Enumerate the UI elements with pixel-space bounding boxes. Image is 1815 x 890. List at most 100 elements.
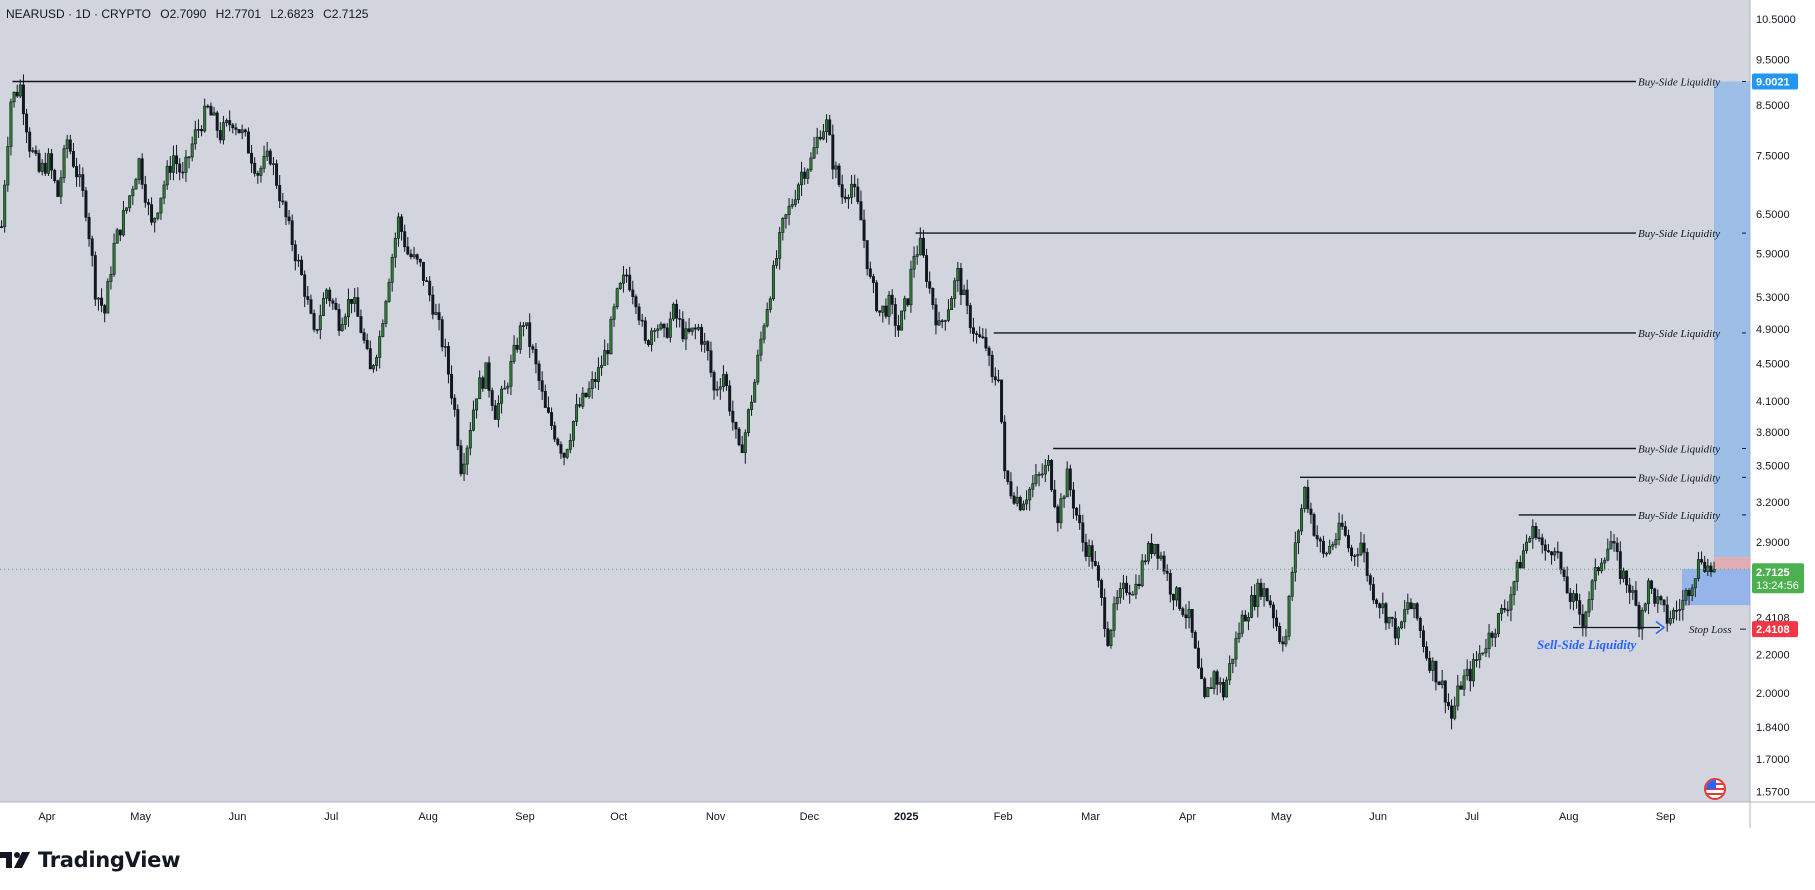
candle <box>437 303 441 331</box>
candle <box>1046 454 1050 472</box>
candle-body-down <box>362 332 366 341</box>
candle-body-down <box>50 153 54 171</box>
candle <box>1040 463 1044 479</box>
candle <box>490 387 494 412</box>
candle-body-up <box>1509 594 1513 611</box>
stop-loss-badge[interactable]: 2.4108 <box>1752 621 1798 638</box>
candle-body-down <box>1050 460 1054 491</box>
candle <box>900 310 904 331</box>
us-flag-icon[interactable] <box>1704 778 1726 800</box>
price-axis[interactable]: 1.57001.70001.84002.00002.20002.41082.60… <box>1752 14 1804 799</box>
candle-body-up <box>46 153 50 174</box>
candle-body-up <box>834 165 838 170</box>
candle <box>1212 669 1216 695</box>
candle-body-up <box>59 177 63 197</box>
candle <box>843 188 847 203</box>
candle <box>559 441 563 459</box>
candle-body-down <box>646 340 650 346</box>
candle-body-down <box>75 166 79 178</box>
candle <box>115 227 119 244</box>
candle-body-down <box>1309 508 1313 515</box>
candle <box>484 362 488 389</box>
candle <box>162 180 166 205</box>
candle-body-up <box>1234 638 1238 660</box>
tradingview-brand[interactable]: TradingView <box>0 848 180 872</box>
candle-body-down <box>700 327 704 345</box>
candle <box>953 277 957 308</box>
candle-body-up <box>1600 562 1604 572</box>
candle-body-down <box>328 289 332 301</box>
candle <box>993 367 997 386</box>
candle-body-down <box>1100 580 1104 598</box>
candle-body-down <box>1578 600 1582 615</box>
candle <box>390 253 394 292</box>
candle <box>1456 674 1460 711</box>
candle-body-down <box>1071 489 1075 509</box>
candle <box>790 198 794 209</box>
candle-body-up <box>1590 580 1594 600</box>
time-axis[interactable]: Apr May Jun Jul Aug Sep Oct Nov Dec 2025 Feb Mar Apr… <box>38 811 1675 823</box>
buy-side-liquidity-level[interactable]: Buy-Side Liquidity <box>1300 472 1746 484</box>
candle-body-down <box>1340 522 1344 527</box>
candle-body-down <box>1143 560 1147 563</box>
candle-body-up <box>1062 496 1066 500</box>
candle <box>1150 533 1154 559</box>
candle <box>315 328 319 334</box>
candle <box>528 313 532 358</box>
buy-side-liquidity-level[interactable]: Buy-Side Liquidity <box>915 228 1746 240</box>
candle <box>609 316 613 355</box>
candle-body-up <box>1531 526 1535 539</box>
candle <box>434 303 438 316</box>
candle-body-down <box>418 258 422 263</box>
candle-body-down <box>1281 641 1285 645</box>
candle-body-up <box>509 360 513 387</box>
candle-body-up <box>1037 474 1041 476</box>
target-price-badge[interactable]: 9.0021 <box>1752 73 1798 90</box>
time-tick-label: Apr <box>1179 811 1196 823</box>
candle <box>1025 490 1029 511</box>
candle <box>1321 535 1325 558</box>
candle-body-up <box>650 330 654 346</box>
candle <box>1331 541 1335 551</box>
time-tick-label: Aug <box>1559 811 1579 823</box>
candle-body-down <box>1375 599 1379 605</box>
candle <box>553 421 557 443</box>
buy-side-liquidity-level[interactable]: Buy-Side Liquidity <box>1053 444 1746 456</box>
candle <box>259 165 263 183</box>
candle-body-up <box>1515 562 1519 582</box>
candle-body-down <box>1165 570 1169 574</box>
candle <box>406 237 410 256</box>
buy-side-liquidity-level[interactable]: Buy-Side Liquidity <box>993 328 1746 340</box>
price-tick-label: 3.2000 <box>1756 497 1790 509</box>
candle-body-up <box>262 155 266 169</box>
candle-body-up <box>137 158 141 180</box>
candle <box>596 357 600 390</box>
candle <box>1287 594 1291 641</box>
candle <box>181 161 185 179</box>
candle-body-up <box>1381 603 1385 609</box>
candle-body-up <box>909 268 913 306</box>
candle <box>668 311 672 343</box>
candle-body-down <box>1350 547 1354 557</box>
candle-body-up <box>1059 498 1063 524</box>
candle <box>731 400 735 431</box>
candle-body-up <box>1040 473 1044 476</box>
candle <box>68 134 72 155</box>
candle-body-up <box>1250 594 1254 618</box>
candle <box>1262 582 1266 607</box>
candle-body-down <box>1106 628 1110 646</box>
candle-body-down <box>243 129 247 133</box>
candle-body-down <box>1650 580 1654 590</box>
symbol-info[interactable]: NEARUSD · 1D · CRYPTO <box>6 7 151 21</box>
buy-side-liquidity-level[interactable]: Buy-Side Liquidity <box>12 76 1747 88</box>
candle-body-up <box>503 387 507 390</box>
candle-body-down <box>1503 607 1507 611</box>
candle <box>678 309 682 328</box>
price-tick-label: 8.5000 <box>1756 100 1790 112</box>
candle <box>837 163 841 188</box>
buy-side-liquidity-level[interactable]: Buy-Side Liquidity <box>1518 510 1746 522</box>
candle-body-up <box>353 297 357 304</box>
candle-body-down <box>1184 614 1188 619</box>
